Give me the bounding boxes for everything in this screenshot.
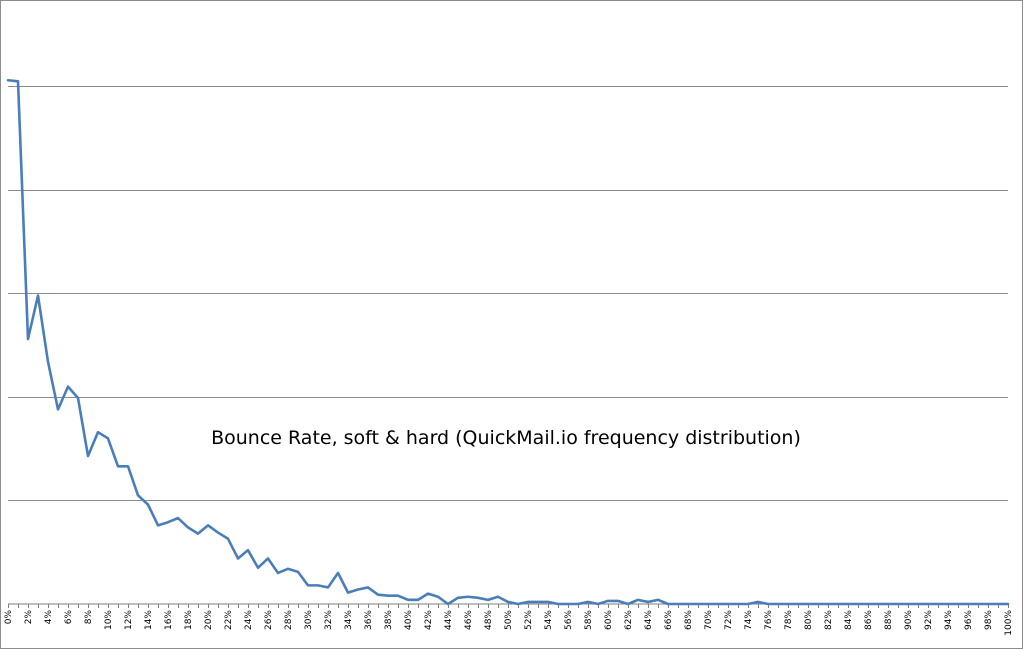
x-tick-label: 22%	[224, 610, 234, 630]
x-tick-label: 42%	[424, 610, 434, 630]
x-tick-label: 30%	[304, 610, 314, 630]
x-tick-label: 76%	[764, 610, 774, 630]
x-tick-label: 66%	[664, 610, 674, 630]
x-tick-label: 94%	[944, 610, 954, 630]
x-tick-label: 58%	[584, 610, 594, 630]
x-tick-label: 26%	[264, 610, 274, 630]
gridlines	[8, 86, 1008, 501]
x-tick-label: 96%	[964, 610, 974, 630]
series-layer	[6, 78, 1010, 606]
x-tick-label: 54%	[544, 610, 554, 630]
x-tick-label: 40%	[404, 610, 414, 630]
x-tick-label: 84%	[844, 610, 854, 630]
x-tick-label: 72%	[724, 610, 734, 630]
x-tick-label: 70%	[704, 610, 714, 630]
x-tick-label: 24%	[244, 610, 254, 630]
x-tick-label: 44%	[444, 610, 454, 630]
x-tick-label: 4%	[44, 610, 54, 625]
x-tick-label: 18%	[184, 610, 194, 630]
x-tick-label: 82%	[824, 610, 834, 630]
x-tick-label: 10%	[104, 610, 114, 630]
x-tick-label: 50%	[504, 610, 514, 630]
x-tick-label: 36%	[364, 610, 374, 630]
x-tick-label: 78%	[784, 610, 794, 630]
x-tick-label: 74%	[744, 610, 754, 630]
x-tick-label: 20%	[204, 610, 214, 630]
x-tick-label: 88%	[884, 610, 894, 630]
x-tick-label: 64%	[644, 610, 654, 630]
x-tick-label: 8%	[84, 610, 94, 625]
x-tick-label: 86%	[864, 610, 874, 630]
x-tick-label: 80%	[804, 610, 814, 630]
x-tick-label: 16%	[164, 610, 174, 630]
x-tick-label: 56%	[564, 610, 574, 630]
chart-title: Bounce Rate, soft & hard (QuickMail.io f…	[211, 427, 801, 449]
x-tick-label: 28%	[284, 610, 294, 630]
x-tick-label: 32%	[324, 610, 334, 630]
x-tick-label: 34%	[344, 610, 354, 630]
x-tick-label: 0%	[4, 610, 14, 625]
x-tick-label: 48%	[484, 610, 494, 630]
x-tick-label: 98%	[984, 610, 994, 630]
x-tick-label: 62%	[624, 610, 634, 630]
x-tick-label: 92%	[924, 610, 934, 630]
x-tick-label: 2%	[24, 610, 34, 625]
x-tick-label: 6%	[64, 610, 74, 625]
x-tick-label: 46%	[464, 610, 474, 630]
x-tick-label: 90%	[904, 610, 914, 630]
x-tick-label: 60%	[604, 610, 614, 630]
x-tick-label: 14%	[144, 610, 154, 630]
x-tick-label: 68%	[684, 610, 694, 630]
x-tick-label: 52%	[524, 610, 534, 630]
x-tick-label: 38%	[384, 610, 394, 630]
x-axis-tick-labels: 0% 2% 4% 6% 8% 10% 12% 14% 16% 18% 20% 22% 24% 26% 28%…	[4, 610, 1014, 636]
x-tick-label: 12%	[124, 610, 134, 630]
series-line-1	[6, 78, 1010, 606]
x-tick-label: 100%	[1004, 610, 1014, 636]
